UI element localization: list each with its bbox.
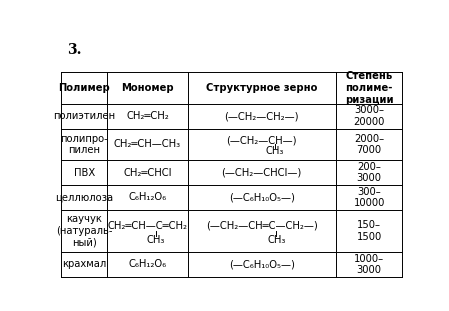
Text: Структурное зерно: Структурное зерно	[206, 83, 317, 93]
Text: каучук
(натураль-
ный): каучук (натураль- ный)	[56, 214, 113, 248]
Text: крахмал: крахмал	[62, 259, 106, 269]
Text: Мономер: Мономер	[121, 83, 174, 93]
Text: 2000–
7000: 2000– 7000	[354, 134, 384, 155]
Text: 150–
1500: 150– 1500	[357, 220, 382, 242]
Text: C₆H₁₂O₆: C₆H₁₂O₆	[128, 193, 167, 202]
Text: CH₂═CH—C═CH₂: CH₂═CH—C═CH₂	[107, 221, 187, 231]
Text: (—CH₂—CH₂—): (—CH₂—CH₂—)	[224, 111, 299, 121]
Text: Полимер: Полимер	[58, 83, 110, 93]
Text: (—CH₂—CHCl—): (—CH₂—CHCl—)	[221, 168, 302, 178]
Text: целлюлоза: целлюлоза	[55, 193, 114, 202]
Text: C₆H₁₂O₆: C₆H₁₂O₆	[128, 259, 167, 269]
Text: 200–
3000: 200– 3000	[357, 162, 382, 183]
Text: полиэтилен: полиэтилен	[53, 111, 115, 121]
Text: 300–
10000: 300– 10000	[353, 187, 385, 208]
Text: 3.: 3.	[66, 43, 81, 57]
Text: CH₃: CH₃	[147, 235, 165, 245]
Text: (—CH₂—CH═C—CH₂—): (—CH₂—CH═C—CH₂—)	[206, 221, 317, 231]
Text: (—C₆H₁₀O₅—): (—C₆H₁₀O₅—)	[229, 259, 295, 269]
Text: CH₂═CH—CH₃: CH₂═CH—CH₃	[114, 139, 181, 149]
Text: Степень
полиме-
ризации: Степень полиме- ризации	[345, 71, 393, 104]
Text: 3000–
20000: 3000– 20000	[353, 105, 385, 127]
Text: (—C₆H₁₀O₅—): (—C₆H₁₀O₅—)	[229, 193, 295, 202]
Text: CH₃: CH₃	[267, 235, 286, 245]
Text: ПВХ: ПВХ	[74, 168, 95, 178]
Text: (—CH₂—CH—): (—CH₂—CH—)	[226, 136, 297, 146]
Text: CH₂═CH₂: CH₂═CH₂	[126, 111, 169, 121]
Text: CH₃: CH₃	[266, 146, 284, 156]
Text: 1000–
3000: 1000– 3000	[354, 254, 384, 275]
Text: полипро-
пилен: полипро- пилен	[61, 134, 108, 155]
Text: CH₂═CHCl: CH₂═CHCl	[123, 168, 172, 178]
